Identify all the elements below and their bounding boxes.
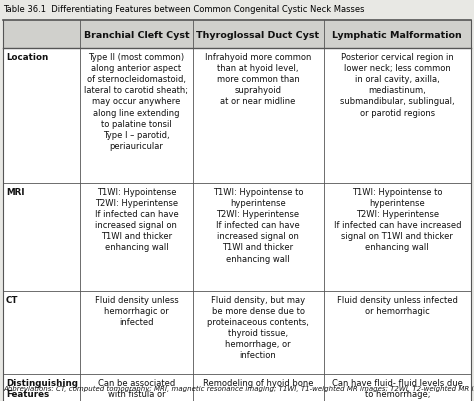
Text: Branchial Cleft Cyst: Branchial Cleft Cyst bbox=[83, 30, 189, 39]
Text: Thyroglossal Duct Cyst: Thyroglossal Duct Cyst bbox=[197, 30, 319, 39]
Text: Location: Location bbox=[6, 53, 48, 62]
Text: MRI: MRI bbox=[6, 188, 25, 196]
Text: CT: CT bbox=[6, 295, 18, 304]
Text: Remodeling of hyoid bone: Remodeling of hyoid bone bbox=[203, 378, 313, 387]
Text: Type II (most common)
along anterior aspect
of sternocleidomastoid,
lateral to c: Type II (most common) along anterior asp… bbox=[84, 53, 188, 150]
Text: Posterior cervical region in
lower neck; less common
in oral cavity, axilla,
med: Posterior cervical region in lower neck;… bbox=[340, 53, 455, 117]
Text: Fluid density unless
hemorrhagic or
infected: Fluid density unless hemorrhagic or infe… bbox=[94, 295, 178, 326]
Text: T1WI: Hypointense to
hyperintense
T2WI: Hyperintense
If infected can have increa: T1WI: Hypointense to hyperintense T2WI: … bbox=[334, 188, 461, 252]
Text: T1WI: Hypointense to
hyperintense
T2WI: Hyperintense
If infected can have
increa: T1WI: Hypointense to hyperintense T2WI: … bbox=[213, 188, 303, 263]
Text: Lymphatic Malformation: Lymphatic Malformation bbox=[332, 30, 462, 39]
Text: Can be associated
with fistula or
sinus tract: Can be associated with fistula or sinus … bbox=[98, 378, 175, 401]
Text: Distinguishing
Features: Distinguishing Features bbox=[6, 378, 78, 398]
Text: T1WI: Hypointense
T2WI: Hyperintense
If infected can have
increased signal on
T1: T1WI: Hypointense T2WI: Hyperintense If … bbox=[94, 188, 178, 252]
Text: Can have fluid- fluid levels due
to hemorrhage;
multiloculated; ill-defined
marg: Can have fluid- fluid levels due to hemo… bbox=[332, 378, 463, 401]
Text: Fluid density unless infected
or hemorrhagic: Fluid density unless infected or hemorrh… bbox=[337, 295, 458, 315]
Text: Infrahyoid more common
than at hyoid level,
more common than
suprahyoid
at or ne: Infrahyoid more common than at hyoid lev… bbox=[205, 53, 311, 106]
Bar bbox=[3, 21, 471, 49]
Text: Abbreviations: CT, computed tomography; MRI, magnetic resonance imaging; T1WI, T: Abbreviations: CT, computed tomography; … bbox=[3, 385, 474, 391]
Text: Fluid density, but may
be more dense due to
proteinaceous contents,
thyroid tiss: Fluid density, but may be more dense due… bbox=[207, 295, 309, 360]
Text: Table 36.1  Differentiating Features between Common Congenital Cystic Neck Masse: Table 36.1 Differentiating Features betw… bbox=[3, 5, 365, 14]
